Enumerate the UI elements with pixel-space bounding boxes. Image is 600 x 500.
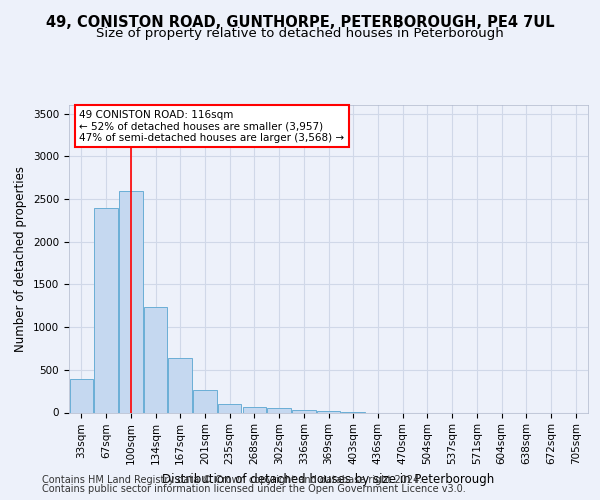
X-axis label: Distribution of detached houses by size in Peterborough: Distribution of detached houses by size …	[163, 472, 494, 486]
Bar	[119, 192, 143, 412]
Bar	[144, 308, 167, 412]
Bar	[268, 408, 291, 412]
Bar	[317, 411, 340, 412]
Text: Size of property relative to detached houses in Peterborough: Size of property relative to detached ho…	[96, 28, 504, 40]
Text: 49, CONISTON ROAD, GUNTHORPE, PETERBOROUGH, PE4 7UL: 49, CONISTON ROAD, GUNTHORPE, PETERBOROU…	[46, 15, 554, 30]
Bar	[70, 379, 93, 412]
Y-axis label: Number of detached properties: Number of detached properties	[14, 166, 28, 352]
Bar	[242, 408, 266, 412]
Bar	[193, 390, 217, 412]
Bar	[94, 208, 118, 412]
Bar	[218, 404, 241, 412]
Text: 49 CONISTON ROAD: 116sqm
← 52% of detached houses are smaller (3,957)
47% of sem: 49 CONISTON ROAD: 116sqm ← 52% of detach…	[79, 110, 344, 143]
Text: Contains public sector information licensed under the Open Government Licence v3: Contains public sector information licen…	[42, 484, 466, 494]
Bar	[292, 410, 316, 412]
Bar	[169, 358, 192, 412]
Text: Contains HM Land Registry data © Crown copyright and database right 2024.: Contains HM Land Registry data © Crown c…	[42, 475, 422, 485]
